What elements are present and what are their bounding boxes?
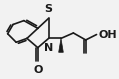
Text: OH: OH (99, 30, 117, 40)
Polygon shape (59, 38, 63, 52)
Text: N: N (44, 43, 53, 53)
Text: O: O (33, 65, 42, 75)
Text: S: S (45, 4, 53, 14)
